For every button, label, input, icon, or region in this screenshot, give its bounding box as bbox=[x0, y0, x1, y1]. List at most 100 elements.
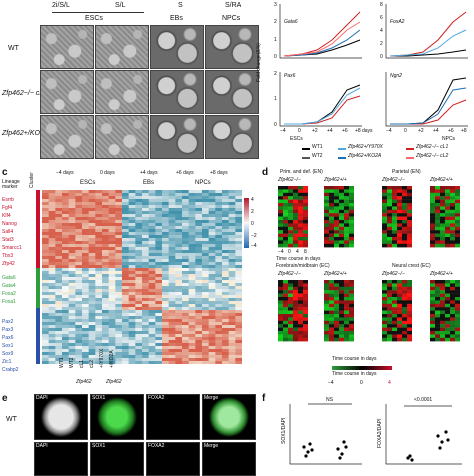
heatmap-cell bbox=[208, 262, 216, 266]
heatmap-cell bbox=[195, 268, 203, 272]
heatmap-cell bbox=[68, 277, 76, 281]
heatmap-cell bbox=[208, 355, 216, 359]
heatmap-cell bbox=[148, 205, 156, 209]
heatmap-d-cell bbox=[339, 286, 344, 291]
heatmap-cell bbox=[235, 304, 242, 308]
heatmap-d-cell bbox=[324, 317, 329, 321]
heatmap-d-cell bbox=[382, 303, 387, 308]
heatmap-d-cell bbox=[397, 290, 402, 294]
heatmap-d-cell bbox=[288, 283, 293, 287]
heatmap-d-cell bbox=[440, 237, 445, 241]
heatmap-d-cell bbox=[344, 283, 349, 287]
heatmap-cell bbox=[68, 310, 76, 314]
heatmap-d-cell bbox=[329, 192, 334, 197]
heatmap-d-cell bbox=[329, 310, 334, 315]
heatmap-cell bbox=[142, 325, 149, 329]
heatmap-d-cell bbox=[455, 223, 460, 227]
heatmap-cell bbox=[202, 196, 209, 200]
heatmap-cell bbox=[162, 313, 169, 317]
heatmap-cell bbox=[155, 259, 163, 263]
heatmap-cell bbox=[235, 334, 242, 338]
heatmap-d-cell bbox=[445, 334, 450, 338]
heatmap-cell bbox=[75, 298, 83, 302]
heatmap-cell bbox=[48, 220, 56, 224]
heatmap-d-cell bbox=[293, 203, 298, 207]
heatmap-cell bbox=[195, 253, 203, 257]
heatmap-d-cell bbox=[288, 199, 293, 204]
heatmap-d-cell bbox=[382, 280, 387, 284]
heatmap-d-cell bbox=[397, 192, 402, 197]
heatmap-d-cell bbox=[402, 243, 407, 248]
heatmap-d-cell bbox=[278, 199, 283, 204]
heatmap-cell bbox=[95, 352, 103, 356]
y-tick: 2 bbox=[274, 71, 277, 77]
heatmap-d-cell bbox=[397, 237, 402, 241]
heatmap-cell bbox=[235, 241, 242, 245]
heatmap-d-cell bbox=[303, 189, 308, 193]
heatmap-cell bbox=[195, 196, 203, 200]
heatmap-cell bbox=[148, 193, 156, 197]
heatmap-cell bbox=[102, 271, 109, 275]
heatmap-cell bbox=[48, 346, 56, 350]
heatmap-cell bbox=[102, 280, 109, 284]
heatmap-cell bbox=[42, 208, 49, 212]
heatmap-d-cell bbox=[278, 337, 283, 342]
heatmap-cell bbox=[182, 313, 189, 317]
heatmap-cell bbox=[75, 313, 83, 317]
heatmap-cell bbox=[182, 268, 189, 272]
heatmap-cell bbox=[128, 331, 136, 335]
heatmap-cell bbox=[202, 205, 209, 209]
heatmap-d-cell bbox=[450, 331, 455, 335]
colorbar-tick: −2 bbox=[251, 233, 257, 239]
channel-label: SOX1 bbox=[92, 443, 106, 449]
heatmap-cell bbox=[122, 328, 129, 332]
heatmap-cell bbox=[62, 283, 69, 287]
heatmap-cell bbox=[135, 256, 143, 260]
heatmap-d-cell bbox=[339, 300, 344, 304]
heatmap-d-cell bbox=[440, 293, 445, 298]
heatmap-cell bbox=[68, 244, 76, 248]
heatmap-cell bbox=[62, 319, 69, 323]
heatmap-cell bbox=[95, 214, 103, 218]
heatmap-cell bbox=[148, 322, 156, 326]
heatmap-cell bbox=[235, 337, 242, 341]
panel-e-row: WT bbox=[6, 416, 17, 423]
heatmap-cell bbox=[82, 355, 89, 359]
panel-a-row-wt: WT bbox=[8, 45, 19, 52]
scatter-point bbox=[446, 438, 450, 442]
heatmap-d-cell bbox=[382, 192, 387, 197]
col-header: +4 days bbox=[140, 170, 158, 176]
heatmap-cell bbox=[108, 232, 116, 236]
heatmap-cell bbox=[182, 346, 189, 350]
heatmap-d-cell bbox=[329, 307, 334, 311]
heatmap-cell bbox=[202, 232, 209, 236]
heatmap-cell bbox=[68, 340, 76, 344]
heatmap-cell bbox=[215, 259, 223, 263]
heatmap-cell bbox=[182, 295, 189, 299]
heatmap-cell bbox=[102, 310, 109, 314]
heatmap-cell bbox=[42, 193, 49, 197]
heatmap-d-cell bbox=[298, 223, 303, 227]
heatmap-cell bbox=[88, 250, 96, 254]
heatmap-cell bbox=[142, 193, 149, 197]
heatmap-cell bbox=[162, 241, 169, 245]
heatmap-cell bbox=[82, 280, 89, 284]
heatmap-cell bbox=[208, 208, 216, 212]
heatmap-cell bbox=[108, 205, 116, 209]
heatmap-cell bbox=[168, 193, 176, 197]
heatmap-d bbox=[278, 186, 460, 342]
heatmap-cell bbox=[75, 196, 83, 200]
heatmap-cell bbox=[222, 331, 229, 335]
heatmap-cell bbox=[235, 292, 242, 296]
heatmap-d-cell bbox=[344, 206, 349, 210]
heatmap-d-cell bbox=[450, 203, 455, 207]
heatmap-d-cell bbox=[349, 237, 354, 241]
heatmap-cell bbox=[48, 361, 56, 364]
heatmap-cell bbox=[62, 337, 69, 341]
heatmap-cell bbox=[108, 256, 116, 260]
heatmap-cell bbox=[128, 295, 136, 299]
heatmap-d-cell bbox=[334, 223, 339, 227]
heatmap-cell bbox=[55, 274, 63, 278]
legend-swatch bbox=[302, 148, 310, 150]
heatmap-cell bbox=[188, 352, 196, 356]
